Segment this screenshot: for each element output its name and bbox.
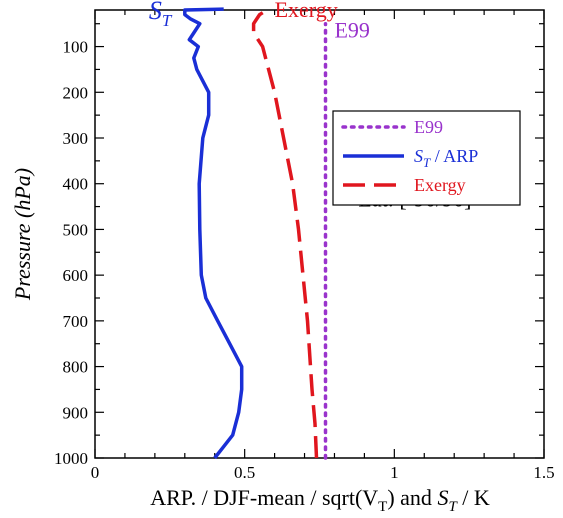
x-tick-label: 0 [91,463,100,482]
y-tick-label: 800 [63,358,89,377]
y-tick-label: 900 [63,403,89,422]
annotation: Exergy [275,0,338,22]
x-tick-label: 1 [390,463,399,482]
y-tick-label: 300 [63,129,89,148]
y-axis-title: Pressure (hPa) [10,168,35,301]
series-line-s-t-arp [183,7,244,460]
y-tick-label: 200 [63,83,89,102]
y-tick-label: 500 [63,220,89,239]
annotation: E99 [334,17,369,42]
series-layer [183,7,328,460]
annotation: ST [149,0,173,30]
y-tick-label: 1000 [54,449,88,468]
y-tick-label: 700 [63,312,89,331]
legend-label: ST / ARP [414,146,478,170]
x-axis-title: ARP. / DJF-mean / sqrt(VT) and ST / K [150,485,490,515]
legend-label: Exergy [414,175,466,195]
x-tick-label: 0.5 [234,463,255,482]
x-tick-label: 1.5 [533,463,554,482]
legend: E99 ST / ARP Exergy [332,110,521,206]
x-axis: 0 0.5 1 1.5 [91,10,555,482]
legend-label: E99 [414,117,443,137]
y-tick-label: 100 [63,38,89,57]
y-tick-label: 400 [63,175,89,194]
plot-frame [94,9,545,459]
y-axis: 100 200 300 400 500 600 700 800 900 1000 [54,23,544,468]
series-line-exergy [251,7,319,459]
y-tick-label: 600 [63,266,89,285]
